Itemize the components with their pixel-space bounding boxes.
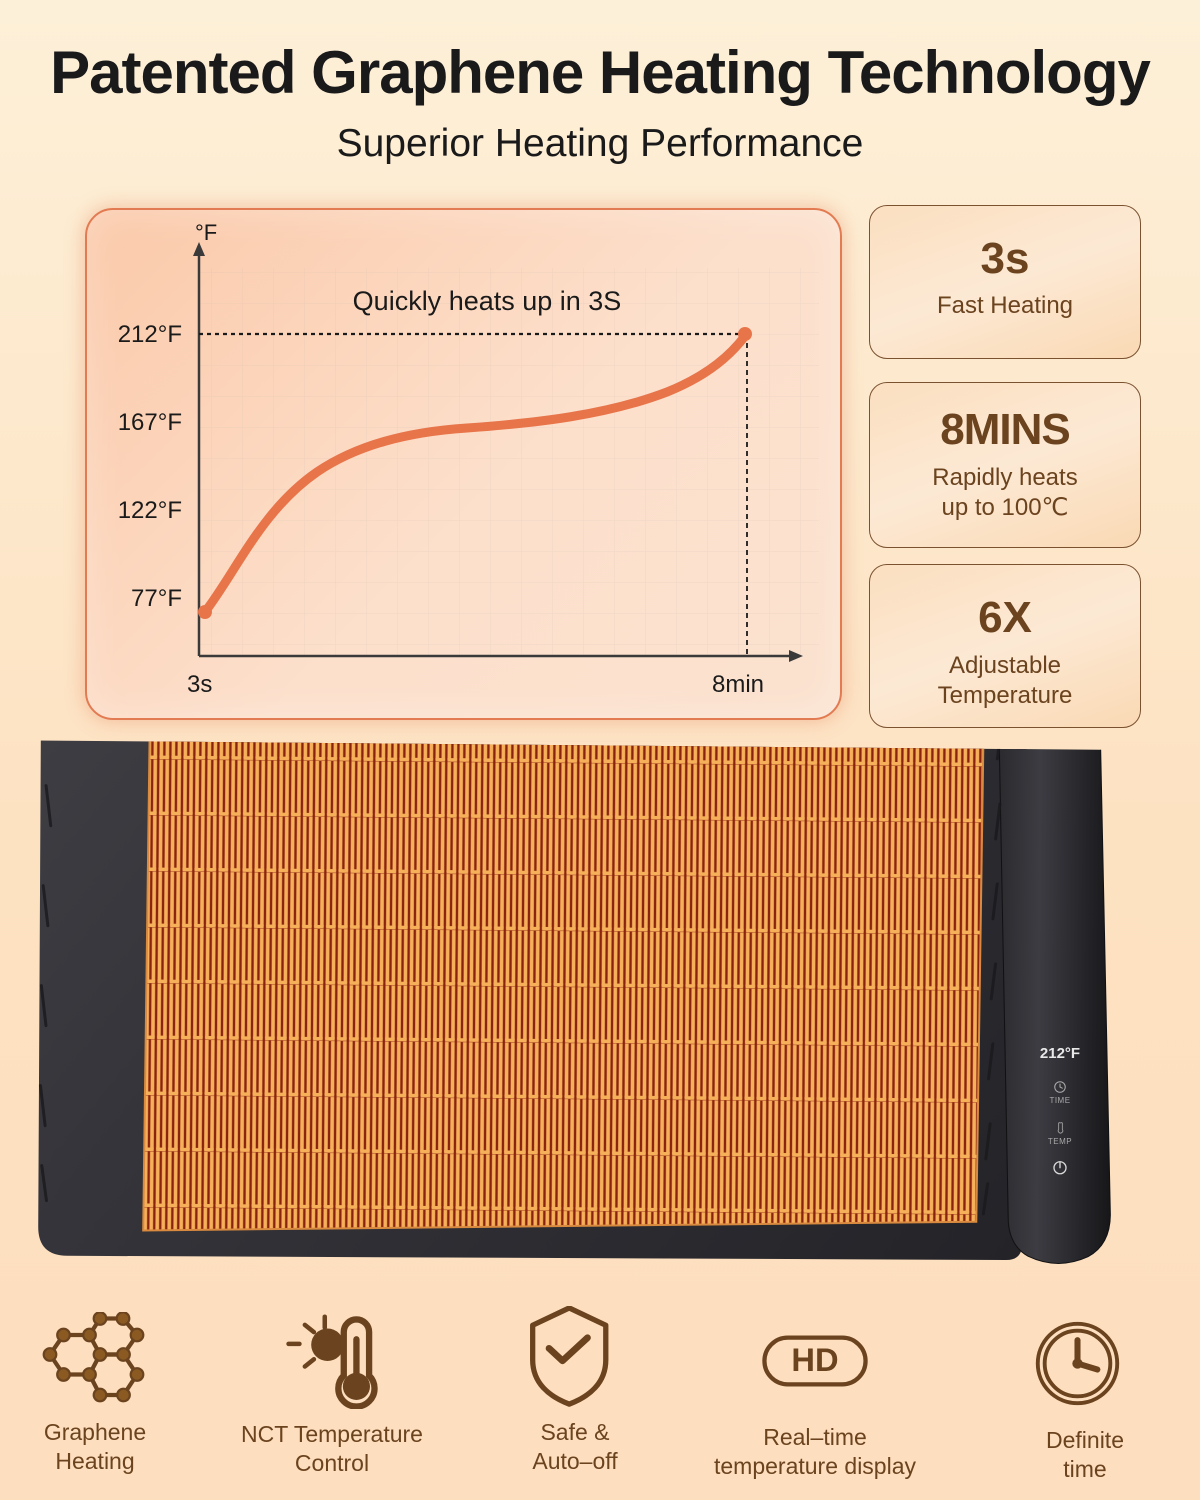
svg-text:122°F: 122°F [118, 497, 182, 524]
svg-text:212°F: 212°F [118, 321, 182, 348]
svg-text:77°F: 77°F [131, 585, 182, 612]
svg-text:HD: HD [791, 1341, 838, 1378]
svg-text:8min: 8min [712, 671, 764, 698]
svg-text:3s: 3s [187, 671, 212, 698]
svg-text:Quickly heats up in 3S: Quickly heats up in 3S [353, 286, 622, 316]
svg-text:167°F: 167°F [118, 409, 182, 436]
svg-text:°F: °F [195, 220, 217, 245]
